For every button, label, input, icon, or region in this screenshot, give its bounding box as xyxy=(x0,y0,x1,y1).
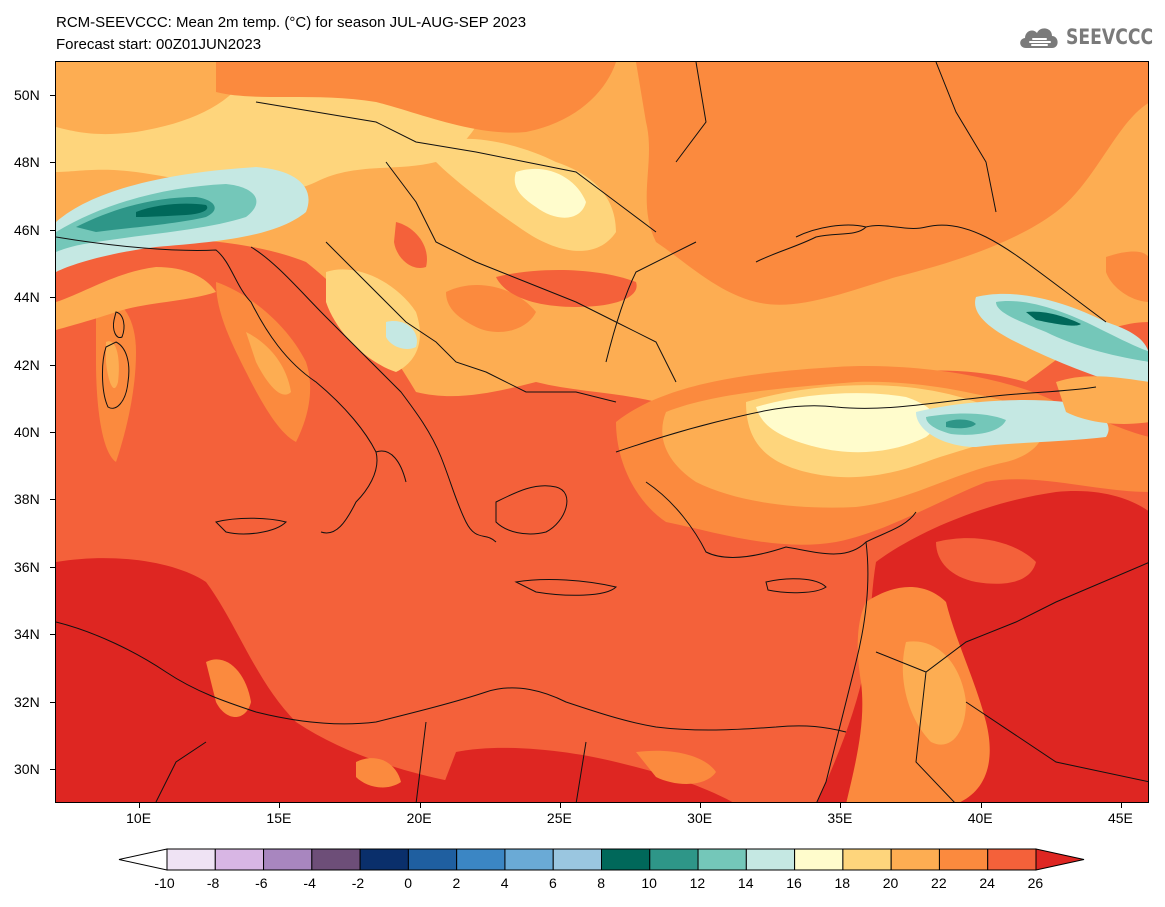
colorbar-label: 24 xyxy=(979,875,995,891)
colorbar-label: 22 xyxy=(931,875,947,891)
lat-tick-mark xyxy=(50,769,55,771)
title-line2: Forecast start: 00Z01JUN2023 xyxy=(56,36,262,53)
colorbar-box xyxy=(890,848,940,871)
colorbar-label: 18 xyxy=(834,875,851,891)
lon-tick-label: 45E xyxy=(1107,810,1133,826)
lat-tick-label: 44N xyxy=(14,289,40,306)
colorbar-label: -10 xyxy=(154,875,175,891)
colorbar-box xyxy=(407,848,458,871)
lat-tick-label: 42N xyxy=(14,356,40,373)
lat-tick-mark xyxy=(50,566,55,568)
lat-tick-label: 50N xyxy=(14,86,40,103)
colorbar-label: 26 xyxy=(1027,875,1044,891)
lon-tick-mark xyxy=(419,803,421,808)
cloud-icon xyxy=(1020,28,1058,48)
seevccc-logo: SEEVCCC xyxy=(1016,20,1165,54)
lat-tick-mark xyxy=(50,94,55,96)
colorbar-label: -8 xyxy=(206,875,220,891)
colorbar-box xyxy=(166,848,216,871)
colorbar-box xyxy=(745,848,796,871)
colorbar-box xyxy=(938,848,989,871)
lat-tick-mark xyxy=(50,432,55,433)
lon-tick-mark xyxy=(700,803,702,808)
colorbar-box xyxy=(456,848,506,871)
lat-tick-label: 46N xyxy=(14,221,40,238)
lat-tick-mark xyxy=(50,634,55,636)
lat-tick-label: 40N xyxy=(14,424,40,440)
colorbar-label: 0 xyxy=(404,875,412,891)
lon-tick-label: 30E xyxy=(687,810,713,826)
colorbar-label: 20 xyxy=(882,875,899,891)
colorbar-low-extension xyxy=(118,848,168,871)
colorbar-box xyxy=(311,848,361,871)
colorbar-box xyxy=(263,848,313,871)
lon-tick-label: 10E xyxy=(126,810,152,826)
colorbar-label: 16 xyxy=(786,875,802,891)
colorbar-box xyxy=(649,848,699,871)
lat-tick-mark xyxy=(50,297,55,299)
lon-tick-mark xyxy=(139,803,141,808)
colorbar-box xyxy=(359,848,409,871)
lon-tick-mark xyxy=(279,803,281,808)
colorbar-box xyxy=(601,848,651,871)
lat-tick-label: 36N xyxy=(14,558,40,575)
colorbar-label: -2 xyxy=(351,875,365,891)
lat-tick-label: 38N xyxy=(14,491,40,508)
colorbar-box xyxy=(214,848,265,871)
colorbar-label: 10 xyxy=(641,875,657,891)
colorbar-label: 6 xyxy=(549,875,557,891)
lat-tick-label: 32N xyxy=(14,693,40,710)
colorbar-label: -4 xyxy=(303,875,316,891)
lon-tick-label: 25E xyxy=(546,810,572,826)
colorbar-label: 12 xyxy=(689,875,706,891)
colorbar-high-extension xyxy=(1035,848,1085,871)
colorbar-label: 4 xyxy=(500,875,509,891)
lon-tick-mark xyxy=(980,803,982,808)
colorbar-box xyxy=(504,848,554,871)
coastlines-and-borders xyxy=(56,62,1148,802)
lon-tick-label: 20E xyxy=(406,810,432,826)
lon-tick-mark xyxy=(559,803,561,808)
lat-tick-mark xyxy=(50,499,55,501)
lat-tick-label: 34N xyxy=(14,626,40,643)
lat-tick-mark xyxy=(50,701,55,703)
colorbar-box xyxy=(794,848,844,871)
lat-tick-mark xyxy=(50,364,55,366)
colorbar-box xyxy=(697,848,747,871)
colorbar-box xyxy=(842,848,892,871)
lat-tick-label: 48N xyxy=(14,154,40,171)
lon-tick-mark xyxy=(840,803,842,808)
lat-tick-label: 30N xyxy=(14,761,40,778)
colorbar-box xyxy=(552,848,603,871)
lat-tick-mark xyxy=(50,229,55,231)
temperature-map xyxy=(55,61,1149,803)
lon-tick-label: 35E xyxy=(827,810,853,826)
lat-tick-mark xyxy=(50,162,55,164)
lon-tick-mark xyxy=(1120,803,1122,808)
title-line1: RCM-SEEVCCC: Mean 2m temp. (°C) for seas… xyxy=(56,14,527,31)
colorbar-label: 2 xyxy=(452,875,461,891)
colorbar-label: -6 xyxy=(255,875,268,891)
lon-tick-label: 15E xyxy=(266,810,292,826)
colorbar-label: 14 xyxy=(737,875,754,891)
lon-tick-label: 40E xyxy=(967,810,993,826)
colorbar-label: 8 xyxy=(597,875,606,891)
colorbar-box xyxy=(987,848,1037,871)
logo-text: SEEVCCC xyxy=(1066,25,1154,49)
